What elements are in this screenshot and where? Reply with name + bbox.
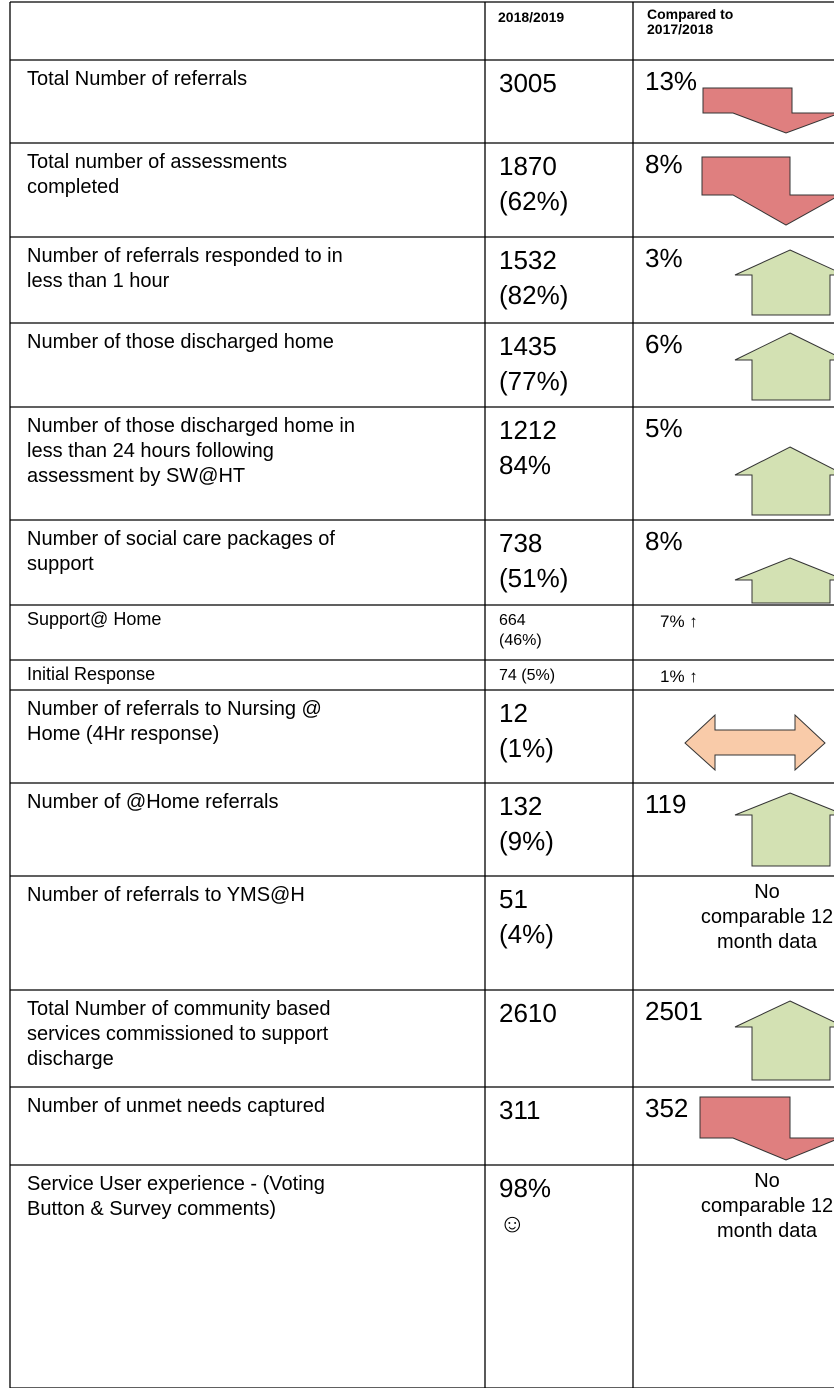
row-value: (4%)	[499, 919, 554, 949]
row-change: 8%	[645, 149, 683, 179]
row-value: (1%)	[499, 733, 554, 763]
row-value: (9%)	[499, 826, 554, 856]
row-label: Number of unmet needs captured	[27, 1095, 325, 1117]
row-change: 5%	[645, 413, 683, 443]
row-change: 352	[645, 1093, 688, 1123]
row-change: 13%	[645, 66, 697, 96]
row-label: Number of those discharged home in	[27, 415, 355, 437]
down-arrow	[702, 87, 834, 134]
up-arrow	[734, 446, 834, 516]
row-label: discharge	[27, 1048, 114, 1070]
row-change: comparable 12	[701, 906, 833, 928]
row-change: No	[754, 1170, 780, 1192]
row-label: Number of those discharged home	[27, 331, 334, 353]
row-label: completed	[27, 176, 119, 198]
row-change: 6%	[645, 329, 683, 359]
row-change: 3%	[645, 243, 683, 273]
row-value: 98%	[499, 1173, 551, 1203]
row-change: comparable 12	[701, 1195, 833, 1217]
header-period: 2018/2019	[498, 9, 564, 25]
row-value: 311	[499, 1095, 540, 1125]
row-label: Home (4Hr response)	[27, 723, 219, 745]
row-value: 1212	[499, 415, 557, 445]
row-label: Total Number of community based	[27, 998, 330, 1020]
row-value: (46%)	[499, 632, 542, 649]
row-change: month data	[717, 931, 818, 953]
row-label: less than 24 hours following	[27, 440, 274, 462]
row-value: (62%)	[499, 186, 568, 216]
row-label: Number of referrals to YMS@H	[27, 884, 305, 906]
row-change: 7% ↑	[660, 612, 698, 631]
up-arrow	[734, 1000, 834, 1081]
row-label: Number of referrals to Nursing @	[27, 698, 322, 720]
row-value: 2610	[499, 998, 557, 1028]
row-value: 84%	[499, 450, 551, 480]
row-value: 738	[499, 528, 542, 558]
row-label: Number of referrals responded to in	[27, 245, 343, 267]
row-change: 8%	[645, 526, 683, 556]
row-label: services commissioned to support	[27, 1023, 329, 1045]
row-value: 1532	[499, 245, 557, 275]
row-value: 132	[499, 791, 542, 821]
row-label: Number of @Home referrals	[27, 791, 278, 813]
row-label: Service User experience - (Voting	[27, 1173, 325, 1195]
up-arrow	[734, 557, 834, 604]
row-label: Support@ Home	[27, 609, 161, 629]
row-value: (82%)	[499, 280, 568, 310]
row-value: 664	[499, 612, 526, 629]
row-label: Number of social care packages of	[27, 528, 335, 550]
header-compared: Compared to	[647, 6, 733, 22]
row-change: 1% ↑	[660, 667, 698, 686]
up-arrow	[734, 332, 834, 401]
row-label: assessment by SW@HT	[27, 465, 245, 487]
row-value: (51%)	[499, 563, 568, 593]
header-compared: 2017/2018	[647, 21, 713, 37]
row-value: (77%)	[499, 366, 568, 396]
row-value: ☺	[499, 1208, 526, 1238]
row-label: Button & Survey comments)	[27, 1198, 276, 1220]
row-label: less than 1 hour	[27, 270, 170, 292]
arrows	[684, 87, 834, 1161]
up-arrow	[734, 792, 834, 867]
row-value: 74 (5%)	[499, 667, 555, 684]
row-change: No	[754, 881, 780, 903]
row-value: 51	[499, 884, 528, 914]
row-change: 119	[645, 789, 686, 819]
row-label: Total Number of referrals	[27, 68, 247, 90]
grid	[9, 1, 834, 1388]
down-arrow	[701, 156, 834, 226]
double-arrow	[684, 713, 826, 772]
row-value: 1870	[499, 151, 557, 181]
row-label: support	[27, 553, 94, 575]
up-arrow	[734, 249, 834, 316]
row-value: 3005	[499, 68, 557, 98]
row-value: 12	[499, 698, 528, 728]
row-label: Initial Response	[27, 664, 155, 684]
row-change: month data	[717, 1220, 818, 1242]
row-label: Total number of assessments	[27, 151, 287, 173]
down-arrow	[699, 1096, 834, 1161]
row-value: 1435	[499, 331, 557, 361]
row-change: 2501	[645, 996, 703, 1026]
